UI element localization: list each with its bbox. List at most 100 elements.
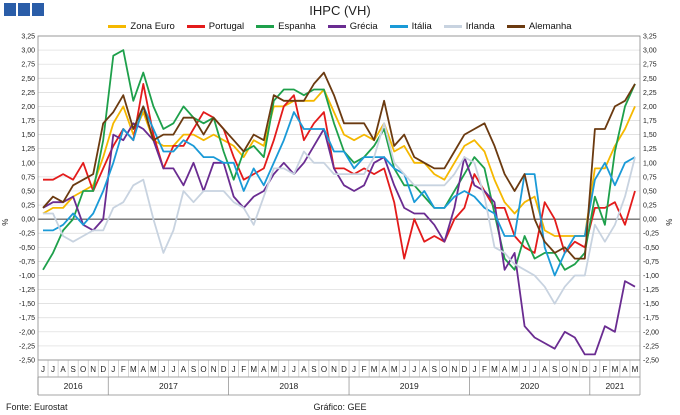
legend-item: Alemanha xyxy=(506,21,572,32)
series-line-zona-euro xyxy=(42,88,636,237)
x-month-label: O xyxy=(80,365,86,374)
y-tick-label-right: 3,00 xyxy=(643,48,657,55)
y-tick-label-left: 0,50 xyxy=(21,188,35,195)
y-tick-label-right: -1,00 xyxy=(643,273,659,280)
x-month-label: D xyxy=(462,365,468,374)
x-month-label: S xyxy=(432,365,437,374)
x-month-label: J xyxy=(402,365,406,374)
x-month-label: N xyxy=(572,365,578,374)
y-tick-label-right: 0,25 xyxy=(643,203,657,210)
legend-swatch xyxy=(186,25,205,28)
y-tick-label-left: 3,25 xyxy=(21,34,35,41)
y-tick-label-left: 3,00 xyxy=(21,48,35,55)
x-month-label: J xyxy=(161,365,165,374)
legend-item: Itália xyxy=(389,21,432,32)
x-month-label: N xyxy=(211,365,217,374)
x-month-label: S xyxy=(70,365,75,374)
x-month-label: O xyxy=(321,365,327,374)
y-tick-label-right: 2,50 xyxy=(643,76,657,83)
x-month-label: A xyxy=(261,365,267,374)
legend-item: Zona Euro xyxy=(108,21,175,32)
x-year-label: 2021 xyxy=(605,381,624,391)
y-tick-label-left: -1,00 xyxy=(19,273,35,280)
series-line-espanha xyxy=(42,49,636,271)
y-tick-label-left: 2,00 xyxy=(21,104,35,111)
chart-credit: Gráfico: GEE xyxy=(313,402,367,412)
x-month-label: O xyxy=(200,365,206,374)
x-month-label: A xyxy=(181,365,187,374)
x-month-label: A xyxy=(502,365,508,374)
legend-swatch xyxy=(506,25,525,28)
x-month-label: M xyxy=(511,365,518,374)
y-tick-label-left: -0,75 xyxy=(19,259,35,266)
x-month-label: J xyxy=(412,365,416,374)
legend-label: Zona Euro xyxy=(130,21,175,32)
y-tick-label-right: 2,75 xyxy=(643,62,657,69)
brand-logo-block-2 xyxy=(18,3,30,16)
x-month-label: D xyxy=(221,365,227,374)
legend-label: Espanha xyxy=(278,21,316,32)
y-tick-label-left: -1,75 xyxy=(19,315,35,322)
plot-area xyxy=(37,35,641,361)
y-tick-label-right: -1,25 xyxy=(643,287,659,294)
x-year-label: 2019 xyxy=(400,381,419,391)
y-tick-label-left: -0,25 xyxy=(19,231,35,238)
legend-label: Grécia xyxy=(349,21,378,32)
x-month-label: A xyxy=(542,365,548,374)
x-month-label: M xyxy=(612,365,619,374)
y-tick-label-right: 3,25 xyxy=(643,34,657,41)
y-tick-label-left: 2,75 xyxy=(21,62,35,69)
y-tick-label-right: 2,00 xyxy=(643,104,657,111)
y-tick-label-left: -1,50 xyxy=(19,301,35,308)
y-axis-label-left: % xyxy=(1,219,10,226)
y-tick-label-right: 1,00 xyxy=(643,160,657,167)
x-month-label: J xyxy=(292,365,296,374)
x-month-label: J xyxy=(171,365,175,374)
x-month-label: J xyxy=(533,365,537,374)
y-tick-label-left: -2,00 xyxy=(19,329,35,336)
y-tick-label-left: -1,25 xyxy=(19,287,35,294)
x-month-label: D xyxy=(341,365,347,374)
y-tick-label-right: -2,25 xyxy=(643,343,659,350)
brand-logo-block-3 xyxy=(32,3,44,16)
x-month-label: A xyxy=(301,365,307,374)
y-tick-label-right: -1,50 xyxy=(643,301,659,308)
y-tick-label-left: 1,75 xyxy=(21,118,35,125)
legend-swatch xyxy=(443,25,462,28)
y-tick-label-left: 2,50 xyxy=(21,76,35,83)
x-month-label: F xyxy=(602,365,607,374)
x-month-label: M xyxy=(632,365,639,374)
y-tick-label-left: -2,25 xyxy=(19,343,35,350)
x-month-label: F xyxy=(482,365,487,374)
x-month-label: A xyxy=(422,365,428,374)
x-month-label: M xyxy=(491,365,498,374)
x-month-label: J xyxy=(282,365,286,374)
legend-item: Irlanda xyxy=(443,21,495,32)
x-month-label: O xyxy=(441,365,447,374)
x-year-label: 2017 xyxy=(159,381,178,391)
x-month-label: S xyxy=(191,365,196,374)
x-month-label: J xyxy=(41,365,45,374)
x-month-label: N xyxy=(331,365,337,374)
line-chart: -2,50 -2,50 -2,25 -2,25 -2,00 -2,00 -1,75 -1,75… xyxy=(1,34,674,396)
x-year-label: 2016 xyxy=(64,381,83,391)
y-tick-label-right: 0,75 xyxy=(643,174,657,181)
series-line-alemanha xyxy=(42,71,636,260)
y-tick-label-right: 1,75 xyxy=(643,118,657,125)
x-month-label: J xyxy=(523,365,527,374)
y-tick-label-right: -0,75 xyxy=(643,259,659,266)
x-month-label: O xyxy=(562,365,568,374)
legend-swatch xyxy=(327,25,346,28)
y-tick-label-left: 1,25 xyxy=(21,146,35,153)
y-tick-label-right: 0,00 xyxy=(643,217,657,224)
x-month-label: F xyxy=(121,365,126,374)
x-month-label: J xyxy=(232,365,236,374)
legend-item: Grécia xyxy=(327,21,378,32)
x-month-label: M xyxy=(270,365,277,374)
legend-label: Alemanha xyxy=(528,21,572,32)
x-year-label: 2018 xyxy=(279,381,298,391)
y-tick-label-right: -0,50 xyxy=(643,245,659,252)
x-month-label: J xyxy=(51,365,55,374)
x-year-label: 2020 xyxy=(520,381,539,391)
legend-swatch xyxy=(108,25,127,28)
